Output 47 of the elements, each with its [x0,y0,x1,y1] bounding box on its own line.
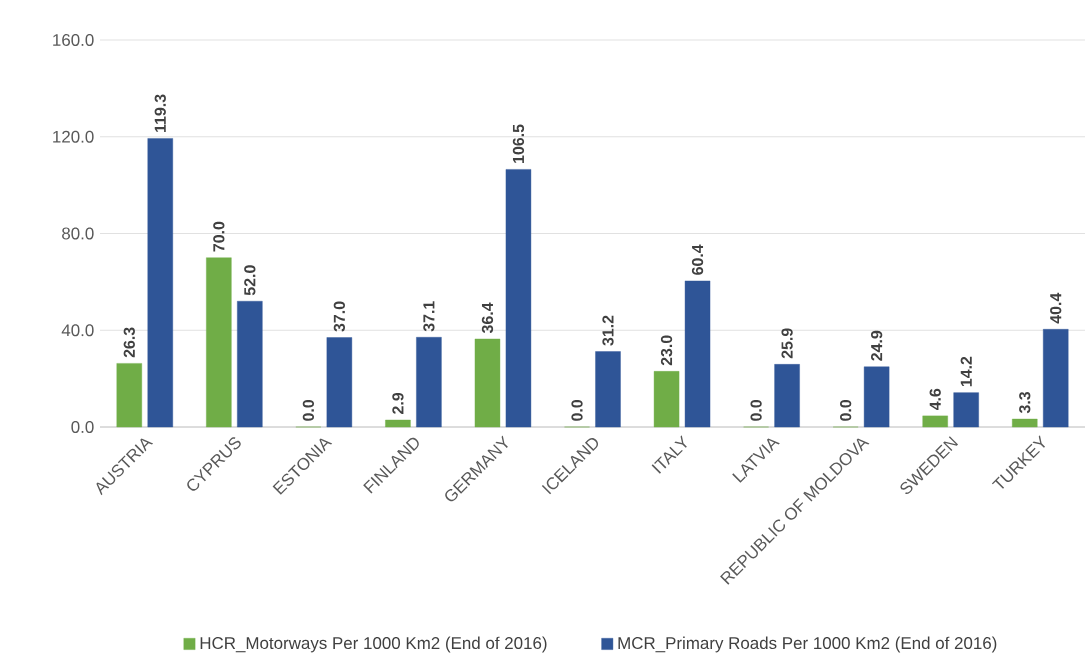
data-label: 37.1 [423,301,435,332]
data-label: 0.0 [571,399,583,421]
bar [653,371,680,428]
data-label: 25.9 [781,328,793,359]
bar [774,364,800,428]
data-label: 3.3 [1019,391,1031,414]
data-label: 26.3 [123,327,135,358]
bar [206,257,232,428]
data-label: 36.4 [481,302,494,334]
y-tick-label: 120.0 [53,130,94,143]
y-tick-label: 40.0 [61,324,94,337]
bar [416,337,442,428]
y-tick-label: 80.0 [62,227,94,240]
bar [953,392,979,428]
bar [863,366,890,428]
legend-label: MCR_Primary Roads Per 1000 Km2 (End of 2016) [618,636,997,653]
bar [1043,329,1069,428]
data-label: 0.0 [302,399,315,421]
bar [237,301,263,428]
bar [1012,418,1038,428]
data-label: 52.0 [244,265,256,296]
data-label: 106.5 [512,124,525,163]
data-label: 119.3 [154,94,166,132]
data-label: 24.9 [870,330,883,361]
data-label: 70.0 [213,221,225,252]
legend-label: HCR_Motorways Per 1000 Km2 (End of 2016) [200,636,547,653]
data-label: 0.0 [750,399,762,421]
data-label: 2.9 [392,392,404,414]
bar [505,169,532,428]
y-tick-label: 0.0 [71,421,94,433]
bar [684,280,711,428]
bar [595,351,621,428]
bar [326,337,353,428]
data-label: 0.0 [840,399,852,421]
data-label: 14.2 [960,356,972,387]
data-label: 60.4 [691,244,704,275]
bar [116,363,142,428]
data-label: 23.0 [660,335,673,366]
bar [922,415,948,428]
y-tick-label: 160.0 [53,34,94,46]
bar [385,419,411,428]
data-label: 31.2 [602,315,614,346]
data-label: 4.6 [929,388,941,411]
bar [147,138,173,428]
data-label: 40.4 [1050,292,1062,324]
data-label: 37.0 [333,301,346,332]
bar [474,338,501,428]
